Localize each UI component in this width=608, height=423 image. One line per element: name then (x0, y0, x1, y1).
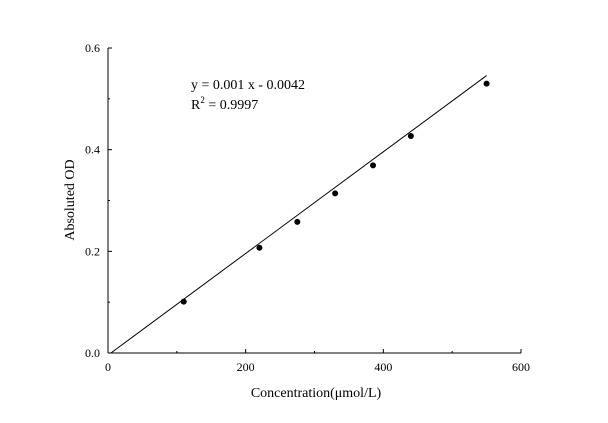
r-squared-value: = 0.9997 (205, 98, 258, 113)
fit-line (110, 75, 487, 354)
x-tick-label: 200 (237, 360, 255, 374)
y-axis-title: Absoluted OD (63, 159, 78, 240)
y-tick-label: 0.2 (85, 244, 100, 258)
ticks-layer: 0 200 400 600 0.0 0.2 0.4 0.6 (85, 41, 530, 374)
y-tick-label: 0.4 (85, 143, 100, 157)
y-tick-label: 0.6 (85, 41, 100, 55)
data-point (256, 244, 263, 251)
x-axis-title: Concentration(μmol/L) (251, 386, 382, 401)
y-tick-label: 0.0 (85, 346, 100, 360)
fit-equation-label: y = 0.001 x - 0.0042 (191, 78, 305, 93)
x-tick-label: 400 (374, 360, 392, 374)
x-tick-label: 0 (105, 360, 111, 374)
data-point (407, 132, 414, 139)
data-point (332, 190, 339, 197)
data-point (483, 80, 490, 87)
x-tick-label: 600 (512, 360, 530, 374)
r-squared-superscript: 2 (200, 95, 205, 105)
data-point (180, 298, 187, 305)
data-point (294, 218, 301, 225)
data-points-layer (180, 80, 490, 305)
r-squared-label: R2 = 0.9997 (191, 95, 258, 113)
fit-line-layer (110, 75, 487, 354)
r-squared-prefix: R (191, 98, 201, 113)
data-point (370, 162, 377, 169)
